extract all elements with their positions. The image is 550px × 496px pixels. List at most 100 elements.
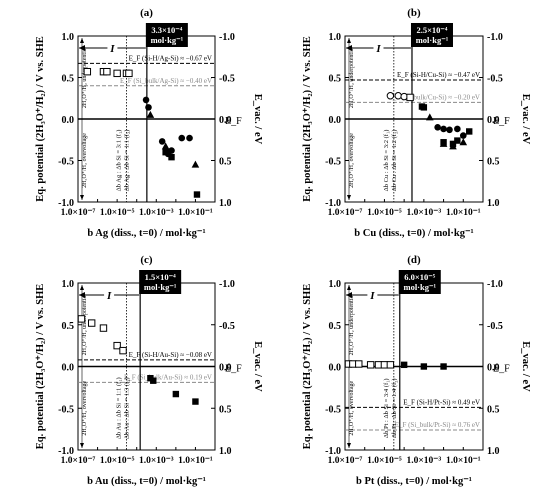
callout-box [145,23,188,47]
panel-b: (b) 1.0 0.5 0.0 -0.5 -1.0 -1.0 -0.5 0.0 0.5 1.0 1.0… [302,7,531,239]
data-point-filled-circle [142,96,150,104]
y2-tick-label: 0.5 [487,157,500,168]
data-point-open-square [113,341,121,350]
region-top-label: 2H₃O⁺/H₂ underpotential [348,294,355,356]
data-point-filled-square [440,363,447,370]
y2-axis-label: E_vac. / eV [520,341,531,392]
data-point-open-square [406,93,414,102]
data-point-open-square [77,315,86,323]
region-arrow-head [80,285,84,290]
data-point-open-square [366,361,375,369]
y2-tick-label: -0.5 [487,321,503,332]
data-point-filled-square [172,390,180,398]
data-point-open-square [87,319,96,327]
y2-tick-label: 0.0 [219,363,232,374]
data-point-filled-triangle [439,139,448,147]
y-tick-label: 0.5 [329,74,342,85]
data-point-filled-square [192,398,199,405]
y2-tick-label: -1.0 [219,32,235,43]
x-tick-label: 1.0×10⁻⁵ [100,208,135,218]
y2-tick-label: -1.0 [219,279,235,290]
x-axis-label: b Ag (diss., t=0) / mol·kg⁻¹ [87,228,205,239]
data-point-open-square [355,360,363,368]
x-tick-label: 1.0×10⁻¹ [446,456,481,466]
panel-label: (a) [140,7,153,19]
y-tick-label: -0.5 [325,157,341,168]
callout-unit: mol·kg⁻¹ [151,35,184,45]
x-tick-label: 1.0×10⁻³ [139,456,174,466]
data-point-open-square [125,69,133,78]
ratio-label: Δb Ag : Δb Si = 3:1 (f₁) [115,130,122,192]
y2-tick-label: -0.5 [219,74,235,85]
callout-unit: mol·kg⁻¹ [403,282,436,292]
data-point-filled-triangle [425,113,434,121]
ratio-label: Δb Au : Δb Si = 1:3 (f₂) [123,377,130,439]
y2-tick-label: -0.5 [219,321,235,332]
ratio-label: Δb Pt : Δb Si = 3:4 (f₁) [383,378,390,438]
data-point-open-square [113,69,121,78]
y-tick-label: -0.5 [58,157,74,168]
i-label: I [369,290,375,302]
data-point-open-square [119,346,127,355]
i-label-bg [367,288,378,301]
ef-label: E_F [493,364,510,375]
y2-axis-label: E_vac. / eV [252,341,263,392]
x-axis-label: b Au (diss., t=0) / mol·kg⁻¹ [87,476,206,487]
i-label: I [106,290,112,302]
ref-line-label: E_F (Si-H/Cu-Si) ≈ −0.47 eV [397,71,480,79]
data-point-filled-circle [158,138,166,145]
ratio-label: Δb Pt : Δb Si = 1:4 (f₂) [391,378,398,438]
y2-tick-label: 0.5 [487,404,500,415]
region-bottom-label: 2H₃O⁺/H₂ overvoltage [81,133,88,188]
data-point-open-circle [386,92,395,100]
y2-tick-label: 1.0 [219,446,232,457]
y-tick-label: 0.5 [62,74,75,85]
panel-label: (d) [407,254,421,266]
ref-line-label: E_F (Si_bulk/Ag-Si) ≈ −0.40 eV [120,77,212,85]
y-axis-label: Eq. potential (2H₃O⁺/H₂) / V vs. SHE [302,284,313,449]
i-label: I [109,43,115,55]
data-point-filled-circle [459,132,467,139]
region-arrow-head [347,285,351,290]
y2-tick-label: 0.5 [219,404,232,415]
y-axis-label: Eq. potential (2H₃O⁺/H₂) / V vs. SHE [35,36,46,201]
x-tick-label: 1.0×10⁻¹ [446,208,481,218]
region-top-label: 2H₃O⁺/H₂ underpotential [348,47,355,109]
ref-line-label: E_F (Si_bulk/Cu-Si) ≈ −0.20 eV [388,93,480,101]
data-point-filled-circle [168,147,175,154]
i-label-bg [373,41,384,54]
y-tick-label: 1.0 [329,279,342,290]
panel-c: (c) 1.0 0.5 0.0 -0.5 -1.0 -1.0 -0.5 0.0 0.5 1.0 1.0… [35,254,263,487]
x-tick-label: 1.0×10⁻¹ [178,208,213,218]
region-top-label: 2H₃O⁺/H₂ underpotential [81,294,88,356]
x-tick-label: 1.0×10⁻³ [139,208,174,218]
ratio-label: Δb Ag : Δb Si = 1:1 (f₂) [123,130,130,192]
region-arrow-head [347,443,351,448]
callout-unit: mol·kg⁻¹ [144,282,177,292]
x-tick-label: 1.0×10⁻⁵ [367,208,402,218]
y2-tick-label: 1.0 [487,446,500,457]
x-tick-label: 1.0×10⁻⁷ [61,456,96,466]
ratio-label: Δb Cu : Δb Si = 3:2 (f₁) [383,130,390,192]
data-point-filled-square [420,104,428,111]
x-tick-label: 1.0×10⁻⁷ [328,208,363,218]
data-point-filled-square [454,137,461,144]
data-point-filled-triangle [449,142,457,150]
data-point-open-square [386,361,395,369]
data-point-filled-circle [145,104,152,111]
callout-box [398,270,441,294]
region-arrow-head [80,38,84,43]
region-arrow-head [347,195,351,200]
ef-label: E_F [225,364,242,375]
data-point-filled-square [466,128,473,135]
y2-tick-label: -1.0 [487,32,503,43]
data-point-filled-square [168,153,175,161]
region-bottom-label: 2H₃O⁺/H₂ overvoltage [348,380,355,435]
data-point-filled-circle [446,126,453,134]
data-point-filled-square [162,149,169,156]
callout-unit: mol·kg⁻¹ [416,35,449,45]
data-point-filled-square [400,361,408,369]
i-label: I [375,43,381,55]
x-axis-label: b Pt (diss., t=0) / mol·kg⁻¹ [356,476,472,487]
x-tick-label: 1.0×10⁻¹ [178,456,213,466]
